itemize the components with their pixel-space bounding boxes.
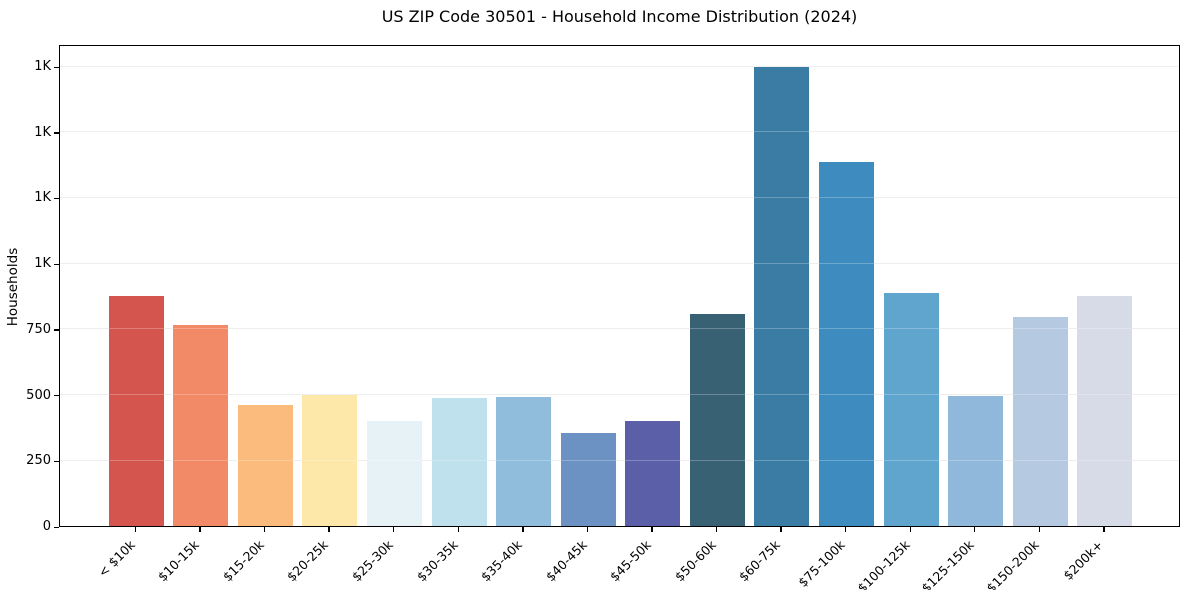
y-tick-mark: [54, 263, 59, 266]
y-tick-label: 250: [26, 453, 51, 469]
x-tick-mark: [263, 527, 266, 532]
y-tick-mark: [54, 197, 59, 200]
x-tick-mark: [457, 527, 459, 532]
y-tick-label: 1K: [34, 256, 51, 272]
gridline-overlay: [60, 394, 1179, 396]
gridline: [60, 328, 1179, 330]
y-tick-label: 1K: [34, 59, 51, 75]
plot-area: [59, 45, 1180, 527]
x-tick-label-text: $200k+: [1060, 537, 1106, 583]
x-tick-label-text: $35-40k: [477, 537, 525, 585]
gridline: [60, 262, 1179, 264]
bar-10k: [108, 296, 164, 526]
x-tick-mark: [780, 527, 782, 532]
x-tick-label-text: $50-60k: [671, 537, 719, 585]
bar-150-200k: [1012, 317, 1068, 526]
x-tick-mark: [393, 527, 395, 532]
gridline: [60, 459, 1179, 461]
x-tick-mark: [328, 527, 330, 532]
gridline-overlay: [60, 131, 1179, 133]
y-tick-mark: [54, 132, 59, 134]
y-tick-label: 0: [42, 519, 51, 534]
bar-35-40k: [496, 396, 552, 526]
y-tick-mark: [54, 329, 59, 331]
x-tick-label-text: $45-50k: [607, 537, 655, 585]
x-tick-label-text: $60-75k: [736, 537, 784, 585]
y-tick-label: 1K: [34, 190, 51, 206]
bar-45-50k: [625, 421, 681, 526]
x-tick-label-text: < $10k: [94, 537, 138, 581]
gridline: [60, 65, 1179, 67]
bar-20-25k: [302, 395, 358, 526]
x-tick-label-text: $40-45k: [542, 537, 590, 585]
x-tick-mark: [974, 527, 976, 532]
bar-60-75k: [754, 67, 810, 526]
x-tick-mark: [586, 527, 589, 532]
x-tick-mark: [844, 527, 847, 532]
chart-title: US ZIP Code 30501 - Household Income Dis…: [381, 7, 858, 26]
x-tick-mark: [1103, 527, 1105, 532]
bar-25-30k: [367, 420, 423, 526]
bar-50-60k: [689, 314, 745, 526]
gridline: [60, 196, 1179, 198]
x-tick-mark: [134, 527, 137, 532]
y-tick-label: 500: [26, 387, 51, 403]
gridline-overlay: [60, 196, 1179, 198]
gridline-overlay: [60, 262, 1179, 264]
x-tick-label-text: $30-35k: [413, 537, 461, 585]
bar-200k: [1077, 296, 1133, 526]
x-tick-label-text: $150-200k: [983, 537, 1042, 590]
gridline: [60, 131, 1179, 133]
gridline-overlay: [60, 65, 1179, 67]
x-tick-mark: [199, 527, 201, 532]
x-tick-label-text: $10-15k: [155, 537, 203, 585]
bar-40-45k: [560, 432, 616, 526]
bar-125-150k: [948, 395, 1004, 526]
bar-100-125k: [883, 293, 939, 526]
bar-75-100k: [818, 162, 874, 526]
gridline-overlay: [60, 328, 1179, 330]
x-tick-label-text: $125-150k: [918, 537, 977, 590]
x-tick-label-text: $100-125k: [854, 537, 913, 590]
gridline-overlay: [60, 459, 1179, 461]
bar-10-15k: [173, 324, 229, 526]
x-tick-label-text: $15-20k: [219, 537, 267, 585]
x-tick-label-text: $20-25k: [284, 537, 332, 585]
y-tick-label: 1K: [34, 124, 51, 140]
gridline: [60, 394, 1179, 396]
x-tick-label-text: $25-30k: [348, 537, 396, 585]
y-tick-mark: [54, 526, 59, 528]
x-tick-mark: [1038, 527, 1041, 532]
x-tick-mark: [651, 527, 653, 532]
y-tick-mark: [54, 460, 59, 463]
bar-15-20k: [237, 405, 293, 526]
y-tick-mark: [54, 395, 59, 397]
y-tick-mark: [54, 66, 59, 68]
x-tick-mark: [715, 527, 718, 532]
bar-30-35k: [431, 398, 487, 526]
y-tick-label: 750: [26, 321, 51, 337]
x-tick-mark: [522, 527, 524, 532]
x-tick-mark: [909, 527, 911, 532]
x-tick-label-text: $75-100k: [795, 537, 848, 590]
